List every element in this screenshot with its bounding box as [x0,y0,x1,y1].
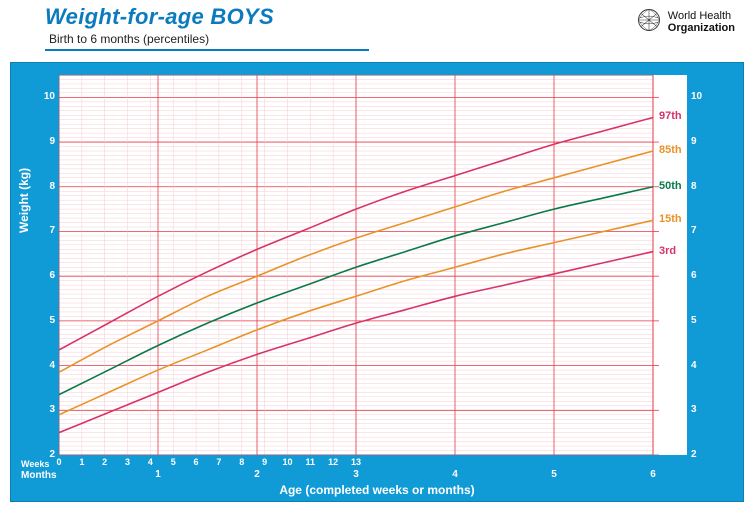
series-label-85th: 85th [659,144,682,156]
who-text-line1: World Health [668,10,731,22]
chart-subtitle: Birth to 6 months (percentiles) [45,32,369,51]
who-logo-block: World Health Organization [635,6,735,39]
page-root: Weight-for-age BOYS Birth to 6 months (p… [0,0,755,510]
x-axis-label: Age (completed weeks or months) [11,483,743,497]
x-tick-week: 7 [212,457,226,467]
y-tick-right: 4 [691,360,711,371]
y-tick-right: 5 [691,315,711,326]
x-tick-week: 3 [121,457,135,467]
y-tick-left: 3 [35,404,55,415]
x-tick-week: 0 [52,457,66,467]
x-tick-month: 2 [250,469,264,480]
series-label-3rd: 3rd [659,245,676,257]
chart-header: Weight-for-age BOYS Birth to 6 months (p… [0,0,755,54]
y-tick-right: 8 [691,181,711,192]
who-text: World Health Organization [668,11,735,34]
x-tick-month: 3 [349,469,363,480]
x-tick-week: 6 [189,457,203,467]
y-tick-right: 3 [691,404,711,415]
who-text-line2: Organization [668,22,735,34]
x-tick-week: 10 [280,457,294,467]
y-tick-left: 8 [35,181,55,192]
x-tick-week: 2 [98,457,112,467]
y-tick-left: 7 [35,225,55,236]
x-tick-week: 4 [143,457,157,467]
series-label-15th: 15th [659,213,682,225]
x-tick-week: 9 [258,457,272,467]
x-tick-month: 4 [448,469,462,480]
y-tick-right: 10 [691,91,711,102]
series-label-97th: 97th [659,110,682,122]
y-tick-right: 9 [691,136,711,147]
x-tick-week: 1 [75,457,89,467]
weeks-row-label: Weeks [21,459,49,469]
y-tick-right: 7 [691,225,711,236]
x-tick-week: 8 [235,457,249,467]
chart-frame: Weight (kg) 97th85th50th15th3rd 23456789… [10,62,744,502]
y-tick-left: 10 [35,91,55,102]
y-tick-left: 6 [35,270,55,281]
x-tick-month: 6 [646,469,660,480]
chart-plot-area: 97th 85th 50th 15th 3rd [59,75,687,455]
months-row-label: Months [21,470,57,481]
y-tick-left: 9 [35,136,55,147]
y-tick-left: 4 [35,360,55,371]
x-tick-month: 5 [547,469,561,480]
y-axis-label: Weight (kg) [17,168,31,233]
y-tick-right: 6 [691,270,711,281]
x-tick-week: 11 [303,457,317,467]
who-emblem-icon [635,6,663,39]
y-tick-right: 2 [691,449,711,460]
plot-svg [59,75,687,455]
x-tick-month: 1 [151,469,165,480]
x-tick-week: 5 [166,457,180,467]
x-tick-week: 13 [349,457,363,467]
y-tick-left: 5 [35,315,55,326]
x-tick-week: 12 [326,457,340,467]
series-label-50th: 50th [659,180,682,192]
